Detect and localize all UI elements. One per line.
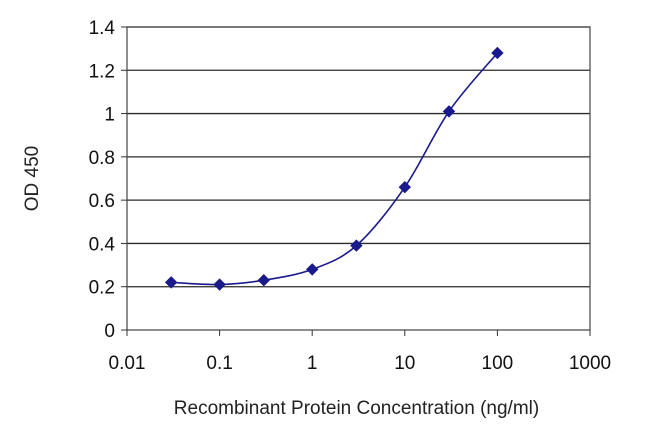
x-axis-title: Recombinant Protein Concentration (ng/ml… <box>174 398 539 419</box>
data-series <box>164 46 504 291</box>
y-tick-label: 1 <box>104 105 115 126</box>
data-point-marker <box>350 239 363 252</box>
series-line <box>171 52 499 286</box>
plot-area-frame <box>126 26 591 331</box>
tick-labels: 0 0.2 0.4 0.6 0.8 1 1.2 1.4 0.01 0.1 1 10 100 1000 <box>89 18 612 374</box>
y-tick-label: 0.6 <box>89 191 115 212</box>
x-tick-label: 10 <box>394 353 415 374</box>
y-axis-title: OD 450 <box>22 146 43 211</box>
axes <box>121 26 591 336</box>
x-tick-label: 1000 <box>569 353 611 374</box>
y-tick-label: 0.8 <box>89 148 115 169</box>
y-tick-label: 0.2 <box>89 278 115 299</box>
y-tick-label: 1.2 <box>89 61 115 82</box>
data-point-marker <box>442 105 456 118</box>
data-point-marker <box>257 274 270 287</box>
data-point-marker <box>398 180 412 194</box>
x-tick-label: 100 <box>482 353 514 374</box>
y-tick-label: 1.4 <box>89 18 116 39</box>
data-point-marker <box>164 276 178 289</box>
data-point-marker <box>213 278 226 291</box>
y-tick-label: 0 <box>104 321 115 342</box>
data-point-marker <box>491 46 504 60</box>
x-tick-label: 0.1 <box>206 353 232 374</box>
y-tick-label: 0.4 <box>89 234 116 255</box>
x-tick-label: 0.01 <box>109 353 146 374</box>
data-point-marker <box>305 263 319 276</box>
x-tick-label: 1 <box>307 353 318 374</box>
